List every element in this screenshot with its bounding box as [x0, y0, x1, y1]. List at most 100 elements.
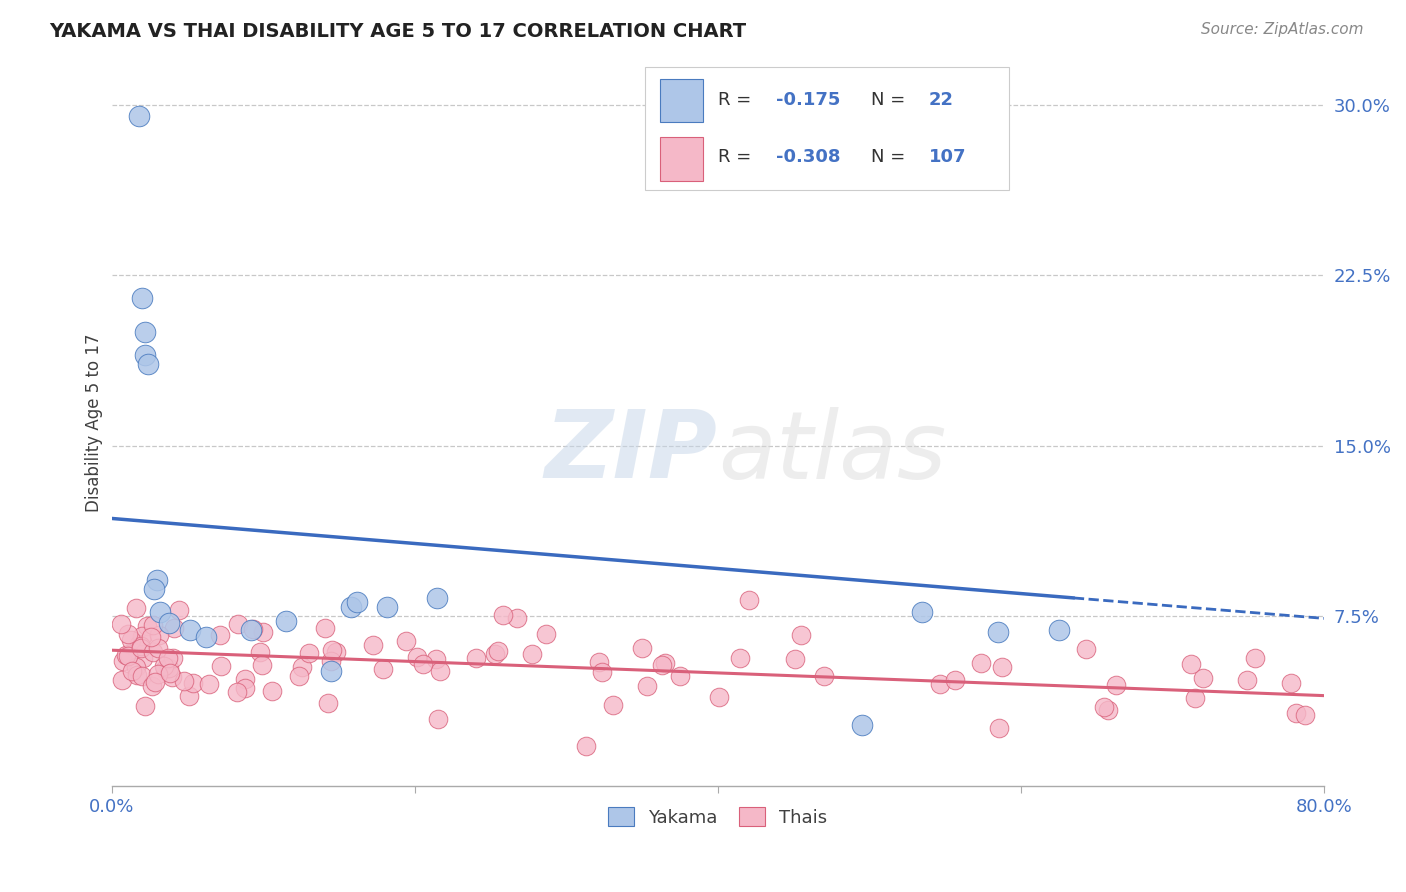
Point: [149, 605, 172, 619]
Point: [242, 622, 264, 636]
Point: [173, 673, 195, 688]
Point: [851, 718, 873, 732]
Point: [129, 639, 152, 653]
Point: [325, 645, 347, 659]
Point: [1104, 678, 1126, 692]
Point: [1184, 690, 1206, 705]
Point: [790, 628, 813, 642]
Point: [141, 630, 163, 644]
Point: [134, 699, 156, 714]
Point: [340, 600, 363, 615]
Point: [124, 660, 146, 674]
Legend: Yakama, Thais: Yakama, Thais: [599, 797, 837, 836]
Point: [395, 634, 418, 648]
Point: [162, 670, 184, 684]
Point: [465, 651, 488, 665]
Point: [492, 608, 515, 623]
Point: [412, 657, 434, 671]
Point: [591, 665, 613, 679]
Point: [426, 591, 449, 605]
Text: Source: ZipAtlas.com: Source: ZipAtlas.com: [1201, 22, 1364, 37]
Point: [142, 645, 165, 659]
Point: [194, 630, 217, 644]
Point: [990, 660, 1012, 674]
Point: [534, 627, 557, 641]
Point: [209, 659, 232, 673]
Point: [651, 658, 673, 673]
Point: [142, 617, 165, 632]
Point: [157, 651, 180, 665]
Point: [252, 625, 274, 640]
Point: [125, 601, 148, 615]
Point: [198, 677, 221, 691]
Point: [260, 684, 283, 698]
Point: [630, 641, 652, 656]
Point: [148, 628, 170, 642]
Point: [179, 690, 201, 704]
Point: [1074, 641, 1097, 656]
Point: [988, 721, 1011, 735]
Point: [146, 573, 169, 587]
Point: [429, 664, 451, 678]
Point: [1236, 673, 1258, 687]
Point: [1047, 623, 1070, 637]
Point: [157, 661, 180, 675]
Point: [1279, 675, 1302, 690]
Point: [707, 690, 730, 704]
Point: [125, 668, 148, 682]
Point: [120, 632, 142, 647]
Point: [153, 662, 176, 676]
Point: [813, 669, 835, 683]
Point: [321, 642, 343, 657]
Point: [730, 650, 752, 665]
Point: [314, 621, 336, 635]
Point: [134, 348, 156, 362]
Point: [143, 674, 166, 689]
Point: [179, 623, 201, 637]
Point: [274, 614, 297, 628]
Point: [654, 656, 676, 670]
Point: [134, 325, 156, 339]
Point: [1243, 650, 1265, 665]
Point: [233, 681, 256, 695]
Point: [226, 617, 249, 632]
Point: [785, 652, 807, 666]
Point: [522, 647, 544, 661]
Point: [250, 658, 273, 673]
Point: [911, 605, 934, 619]
Point: [181, 676, 204, 690]
Point: [346, 595, 368, 609]
Point: [288, 669, 311, 683]
Point: [131, 629, 153, 643]
Point: [157, 615, 180, 630]
Point: [115, 648, 138, 662]
Point: [291, 660, 314, 674]
Point: [146, 640, 169, 655]
Y-axis label: Disability Age 5 to 17: Disability Age 5 to 17: [86, 334, 103, 512]
Point: [575, 739, 598, 754]
Point: [110, 617, 132, 632]
Point: [128, 636, 150, 650]
Point: [602, 698, 624, 713]
Point: [111, 673, 134, 687]
Point: [943, 673, 966, 688]
Point: [136, 357, 159, 371]
Point: [486, 644, 509, 658]
Point: [427, 712, 450, 726]
Point: [298, 646, 321, 660]
Point: [131, 291, 153, 305]
Point: [636, 679, 658, 693]
Point: [132, 650, 155, 665]
Point: [361, 639, 384, 653]
Point: [249, 645, 271, 659]
Point: [159, 666, 181, 681]
Point: [112, 654, 135, 668]
Point: [371, 662, 394, 676]
Point: [117, 649, 139, 664]
Point: [1180, 657, 1202, 671]
Point: [506, 611, 529, 625]
Point: [131, 668, 153, 682]
Point: [1097, 703, 1119, 717]
Point: [1294, 708, 1316, 723]
Point: [162, 650, 184, 665]
